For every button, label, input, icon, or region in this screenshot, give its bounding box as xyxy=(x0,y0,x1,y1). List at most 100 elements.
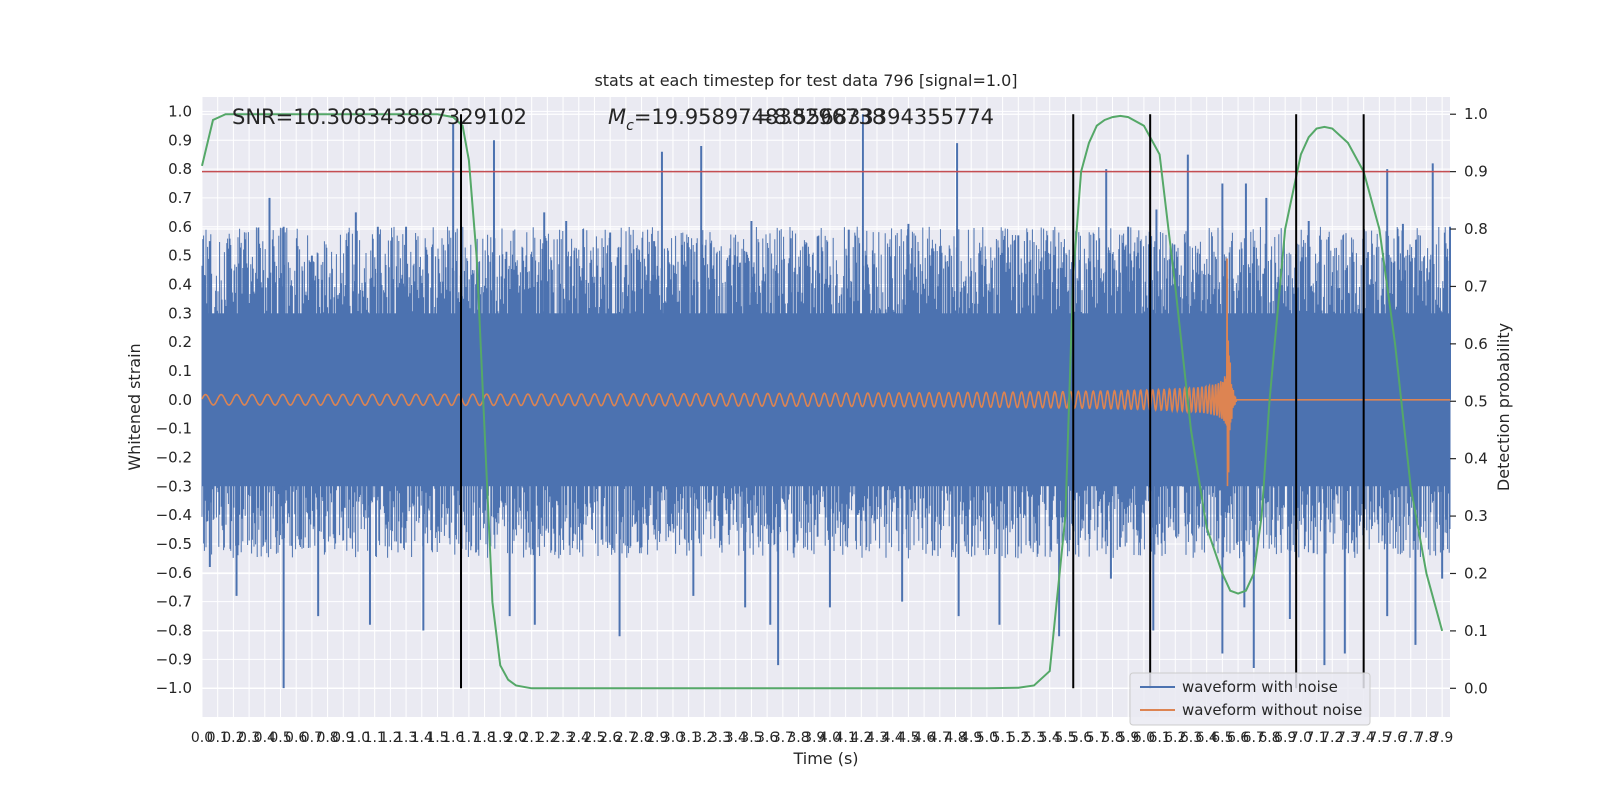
x-tick-label: 3.6 xyxy=(756,730,778,746)
x-tick-label: 7.2 xyxy=(1321,730,1343,746)
y-tick-label: −0.1 xyxy=(156,420,192,438)
x-tick-label: 1.0 xyxy=(348,730,370,746)
y2-tick-label: 0.9 xyxy=(1464,163,1488,181)
legend-label-clean: waveform without noise xyxy=(1182,701,1362,719)
chirp-mass-annotation-overlap: =8.556833394355774 xyxy=(756,105,994,129)
x-axis-label: Time (s) xyxy=(792,749,858,768)
x-tick-label: 0.3 xyxy=(238,730,260,746)
x-tick-label: 6.3 xyxy=(1180,730,1202,746)
y-tick-label: −0.6 xyxy=(156,564,192,582)
x-tick-label: 7.4 xyxy=(1353,730,1375,746)
x-tick-label: 1.6 xyxy=(442,730,464,746)
event-marker-lines xyxy=(460,114,1365,689)
x-tick-label: 5.7 xyxy=(1086,730,1108,746)
y-tick-label: −0.7 xyxy=(156,593,192,611)
x-tick-label: 1.4 xyxy=(411,730,433,746)
x-tick-label: 1.8 xyxy=(473,730,495,746)
x-tick-label: 0.1 xyxy=(207,730,229,746)
mc-symbol: M xyxy=(608,105,626,129)
y-tick-label: 0.7 xyxy=(168,189,192,207)
y-tick-label: 1.0 xyxy=(168,102,192,120)
x-tick-label: 6.2 xyxy=(1164,730,1186,746)
x-tick-label: 7.0 xyxy=(1290,730,1312,746)
x-tick-label: 3.5 xyxy=(740,730,762,746)
x-tick-label: 5.0 xyxy=(976,730,998,746)
x-tick-label: 2.2 xyxy=(536,730,558,746)
x-tick-label: 4.7 xyxy=(929,730,951,746)
y-tick-label: −0.5 xyxy=(156,535,192,553)
x-tick-label: 5.5 xyxy=(1054,730,1076,746)
x-tick-label: 1.5 xyxy=(426,730,448,746)
x-axis: 0.00.10.20.30.40.50.60.70.80.91.01.11.21… xyxy=(191,730,1453,746)
y-tick-label: −0.2 xyxy=(156,448,192,466)
x-tick-label: 1.3 xyxy=(395,730,417,746)
y-tick-label: 0.2 xyxy=(168,333,192,351)
y2-tick-label: 0.0 xyxy=(1464,679,1488,697)
y-tick-label: 0.5 xyxy=(168,247,192,265)
y-tick-label: −0.3 xyxy=(156,477,192,495)
legend: waveform with noise waveform without noi… xyxy=(1129,672,1371,726)
detection-probability-series xyxy=(201,113,1444,690)
y2-tick-label: 0.7 xyxy=(1464,277,1488,295)
y-tick-label: 0.4 xyxy=(168,275,192,293)
y-tick-label: 0.8 xyxy=(168,160,192,178)
x-tick-label: 7.9 xyxy=(1431,730,1453,746)
legend-label-noise: waveform with noise xyxy=(1182,678,1338,696)
x-tick-label: 7.6 xyxy=(1384,730,1406,746)
x-tick-label: 7.5 xyxy=(1368,730,1390,746)
x-tick-label: 2.0 xyxy=(505,730,527,746)
x-tick-label: 4.5 xyxy=(897,730,919,746)
x-tick-label: 4.3 xyxy=(866,730,888,746)
mc-subscript: c xyxy=(626,118,634,134)
x-tick-label: 3.9 xyxy=(803,730,825,746)
x-tick-label: 4.9 xyxy=(960,730,982,746)
chirp-mass-annotation: Mc=19.958974838296738 xyxy=(608,105,885,134)
x-tick-label: 2.5 xyxy=(583,730,605,746)
x-tick-label: 3.3 xyxy=(709,730,731,746)
x-tick-label: 6.8 xyxy=(1258,730,1280,746)
x-tick-label: 5.6 xyxy=(1070,730,1092,746)
x-tick-label: 0.6 xyxy=(285,730,307,746)
y2-tick-label: 0.8 xyxy=(1464,220,1488,238)
y-axis-label: Whitened strain xyxy=(125,343,144,470)
x-tick-label: 5.1 xyxy=(991,730,1013,746)
y2-tick-label: 0.1 xyxy=(1464,622,1488,640)
x-tick-label: 7.7 xyxy=(1400,730,1422,746)
x-tick-label: 5.2 xyxy=(1007,730,1029,746)
x-tick-label: 4.6 xyxy=(913,730,935,746)
y2-tick-label: 0.5 xyxy=(1464,392,1488,410)
y-tick-label: −0.9 xyxy=(156,650,192,668)
left-y-axis: 1.0 0.9 0.8 0.7 0.6 0.5 0.4 0.3 0.2 0.1 0.0 −0.1 −0.… xyxy=(156,102,192,697)
y-tick-label: 0.0 xyxy=(168,391,192,409)
x-tick-label: 0.2 xyxy=(222,730,244,746)
x-tick-label: 2.4 xyxy=(568,730,590,746)
y-tick-label: −1.0 xyxy=(156,679,192,697)
x-tick-label: 0.5 xyxy=(269,730,291,746)
x-tick-label: 4.4 xyxy=(882,730,904,746)
x-tick-label: 0.8 xyxy=(316,730,338,746)
x-tick-label: 5.9 xyxy=(1117,730,1139,746)
x-tick-label: 2.9 xyxy=(646,730,668,746)
x-tick-label: 1.2 xyxy=(379,730,401,746)
y-tick-label: −0.4 xyxy=(156,506,192,524)
chart-title: stats at each timestep for test data 796… xyxy=(594,71,1017,90)
x-tick-label: 2.1 xyxy=(521,730,543,746)
x-tick-label: 0.7 xyxy=(301,730,323,746)
x-tick-label: 7.3 xyxy=(1337,730,1359,746)
y2-tick-label: 0.6 xyxy=(1464,335,1488,353)
x-tick-label: 0.9 xyxy=(332,730,354,746)
x-tick-label: 7.1 xyxy=(1305,730,1327,746)
x-tick-label: 3.4 xyxy=(725,730,747,746)
x-tick-label: 1.1 xyxy=(364,730,386,746)
right-y-axis: 1.0 0.9 0.8 0.7 0.6 0.5 0.4 0.3 0.2 0.1 0.0 xyxy=(1450,105,1488,697)
x-tick-label: 5.4 xyxy=(1039,730,1061,746)
y-tick-label: 0.3 xyxy=(168,304,192,322)
y2-tick-label: 1.0 xyxy=(1464,105,1488,123)
probability-line xyxy=(201,113,1444,690)
x-tick-label: 6.0 xyxy=(1133,730,1155,746)
legend-frame xyxy=(1129,672,1371,726)
x-tick-label: 1.9 xyxy=(489,730,511,746)
waveform-with-noise-series xyxy=(201,114,1451,689)
x-tick-label: 6.7 xyxy=(1243,730,1265,746)
x-tick-label: 6.4 xyxy=(1196,730,1218,746)
